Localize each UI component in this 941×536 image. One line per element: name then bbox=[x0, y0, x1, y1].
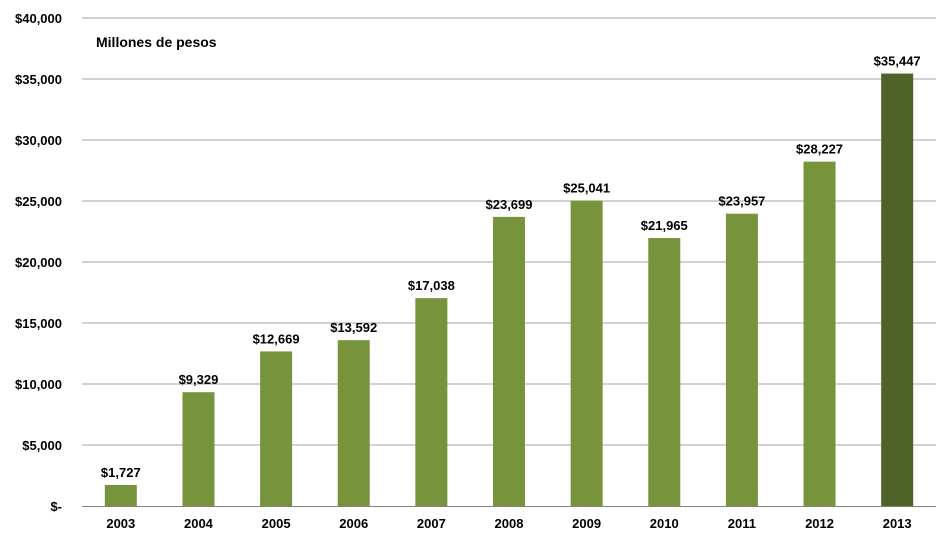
bar-2011 bbox=[725, 213, 758, 506]
x-tick-label: 2009 bbox=[572, 516, 601, 531]
y-axis-tick-labels: $- $5,000 $10,000 $15,000 $20,000 $25,000 $30,… bbox=[15, 11, 62, 514]
x-tick-label: 2004 bbox=[184, 516, 214, 531]
x-tick-label: 2010 bbox=[650, 516, 679, 531]
data-label-2013: $35,447 bbox=[874, 54, 921, 69]
data-label-2003: $1,727 bbox=[101, 465, 141, 480]
data-label-2004: $9,329 bbox=[179, 372, 219, 387]
y-tick-label: $40,000 bbox=[15, 11, 62, 26]
x-tick-label: 2011 bbox=[728, 516, 756, 531]
y-tick-label: $- bbox=[50, 499, 62, 514]
x-tick-label: 2013 bbox=[883, 516, 912, 531]
data-label-2011: $23,957 bbox=[718, 194, 765, 209]
bar-2010 bbox=[648, 238, 681, 507]
data-label-2009: $25,041 bbox=[563, 180, 610, 195]
unit-label: Millones de pesos bbox=[96, 34, 217, 50]
y-tick-label: $35,000 bbox=[15, 72, 62, 87]
bar-2008 bbox=[493, 216, 525, 506]
data-label-2008: $23,699 bbox=[486, 197, 533, 212]
y-tick-label: $20,000 bbox=[15, 255, 62, 270]
bar-2006 bbox=[337, 340, 370, 506]
x-tick-label: 2005 bbox=[262, 516, 291, 531]
y-tick-label: $30,000 bbox=[15, 133, 62, 148]
x-tick-label: 2007 bbox=[417, 516, 446, 531]
y-tick-label: $5,000 bbox=[22, 438, 62, 453]
y-tick-label: $25,000 bbox=[15, 194, 62, 209]
data-labels: $1,727 $9,329 $12,669 $13,592 $17,038 $23,699… bbox=[101, 54, 921, 480]
data-label-2012: $28,227 bbox=[796, 142, 843, 157]
bar-2009 bbox=[570, 200, 603, 506]
bar-2003 bbox=[104, 484, 137, 506]
bar-2004 bbox=[182, 392, 215, 506]
bar-2007 bbox=[415, 298, 448, 506]
data-label-2007: $17,038 bbox=[408, 278, 455, 293]
data-label-2010: $21,965 bbox=[641, 218, 688, 233]
bar-2005 bbox=[260, 351, 293, 506]
bar-2013 bbox=[881, 73, 914, 506]
y-tick-label: $10,000 bbox=[15, 377, 62, 392]
data-label-2006: $13,592 bbox=[330, 320, 377, 335]
x-tick-label: 2012 bbox=[805, 516, 834, 531]
bars bbox=[104, 73, 914, 507]
x-tick-label: 2006 bbox=[339, 516, 368, 531]
x-tick-label: 2008 bbox=[495, 516, 524, 531]
data-label-2005: $12,669 bbox=[253, 331, 300, 346]
y-tick-label: $15,000 bbox=[15, 316, 62, 331]
x-axis-tick-labels: 2003 2004 2005 2006 2007 2008 2009 2010 2011 2012… bbox=[106, 516, 911, 531]
bar-2012 bbox=[803, 161, 836, 506]
x-tick-label: 2003 bbox=[106, 516, 135, 531]
